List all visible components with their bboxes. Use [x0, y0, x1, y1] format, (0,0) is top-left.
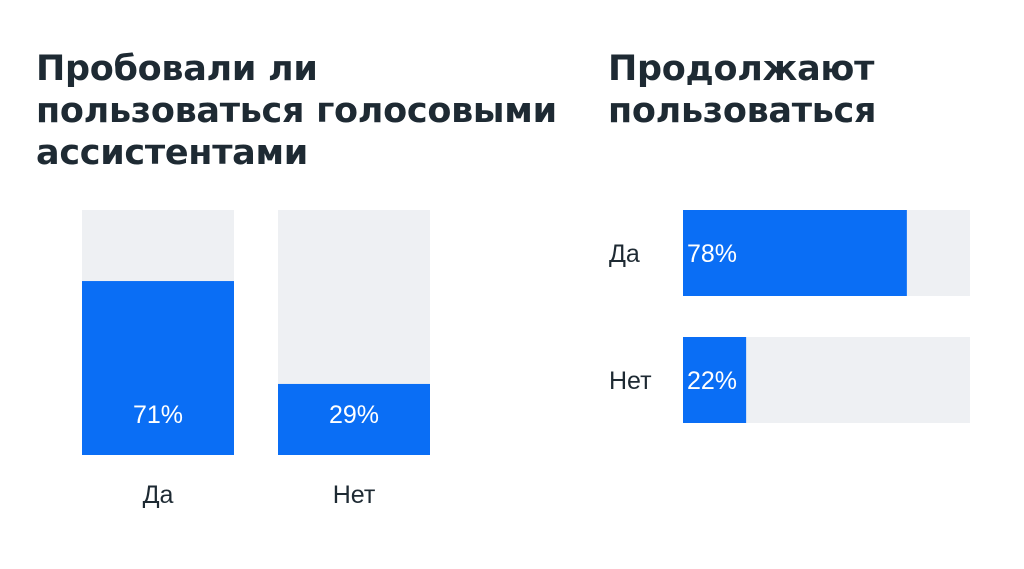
- vertical-bar-group: 71% Да: [82, 210, 234, 509]
- category-label: Да: [143, 481, 174, 509]
- bar-value-label: 78%: [687, 240, 737, 268]
- bar-no: [278, 383, 430, 455]
- bar-value-label: 71%: [133, 401, 183, 429]
- horizontal-bar-group: 78% Да: [609, 210, 970, 296]
- title-line: Пробовали ли: [36, 49, 318, 89]
- bar-yes: [683, 210, 907, 296]
- bar-value-label: 29%: [329, 401, 379, 429]
- vertical-bar-group: 29% Нет: [278, 210, 430, 509]
- chart-title-continue: Продолжают пользоваться: [608, 48, 876, 132]
- horizontal-bar-group: 22% Нет: [609, 337, 970, 423]
- title-line: Продолжают: [608, 49, 875, 89]
- bar-no: [683, 337, 747, 423]
- chart-title-tried: Пробовали ли пользоваться голосовыми асс…: [36, 48, 557, 174]
- title-line: пользоваться голосовыми: [36, 91, 557, 131]
- bar-value-label: 22%: [687, 367, 737, 395]
- title-line: пользоваться: [608, 91, 877, 131]
- category-label: Нет: [333, 481, 376, 509]
- category-label: Нет: [609, 367, 652, 395]
- category-label: Да: [609, 240, 640, 268]
- title-line: ассистентами: [36, 133, 309, 173]
- bar-yes: [82, 281, 234, 455]
